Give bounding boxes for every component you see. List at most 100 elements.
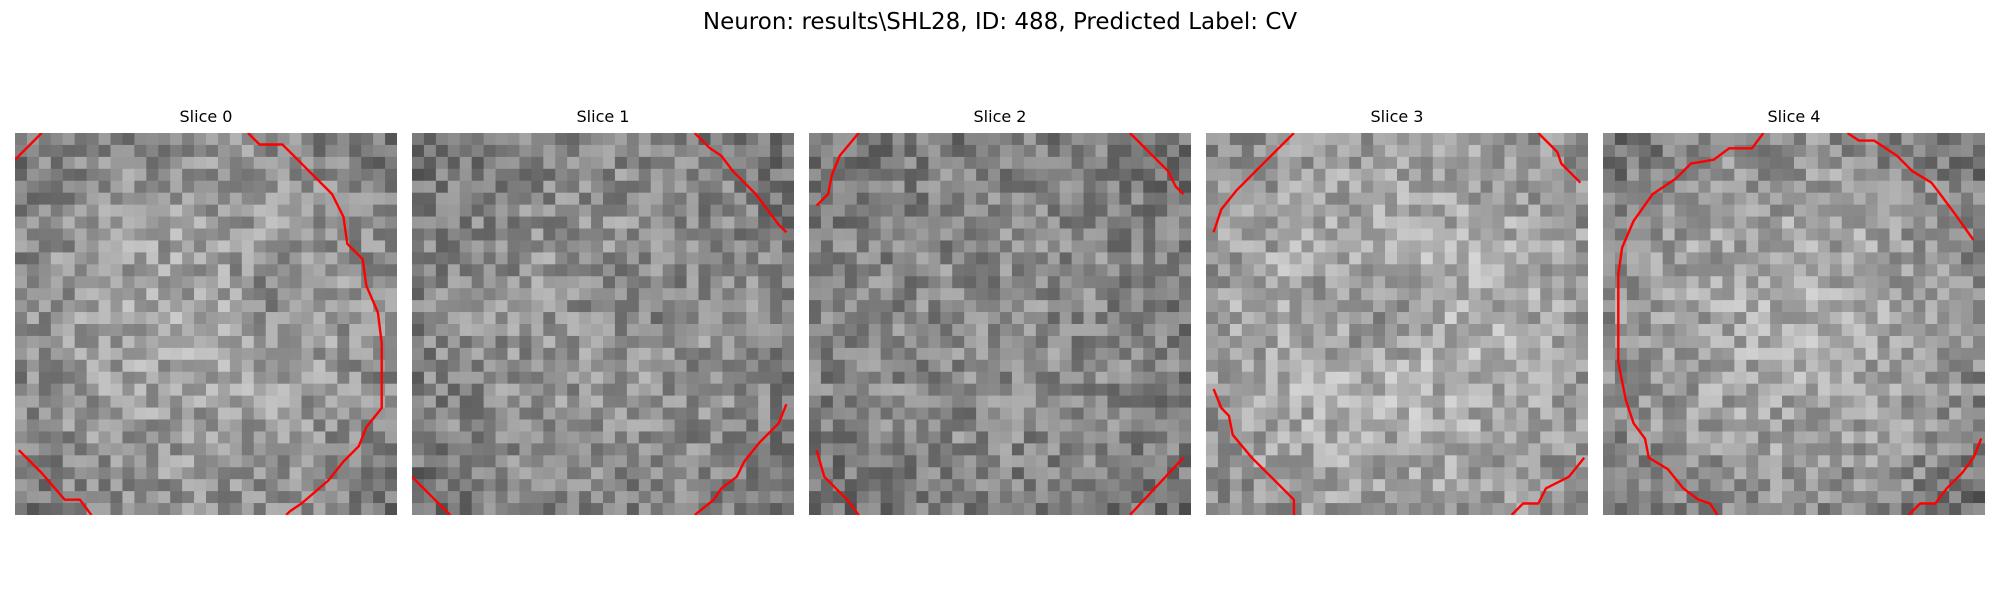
pixel-cell [1540,300,1553,313]
pixel-cell [1817,240,1831,253]
pixel-cell [734,479,747,492]
pixel-cell [229,240,243,253]
pixel-cell [373,133,386,146]
pixel-cell [1603,335,1616,349]
pixel-cell [1805,347,1819,361]
pixel-cell [1000,312,1013,325]
pixel-cell [1564,431,1577,444]
pixel-cell [412,347,425,361]
pixel-cell [543,252,556,265]
pixel-cell [650,288,664,301]
pixel-cell [1746,312,1759,325]
pixel-cell [1277,443,1290,456]
pixel-cell [722,407,735,420]
pixel-cell [626,144,640,158]
pixel-cell [253,144,267,158]
pixel-cell [952,300,965,313]
pixel-cell [1167,228,1180,241]
pixel-cell [1552,144,1565,158]
pixel-cell [1614,419,1628,432]
pixel-cell [495,288,508,301]
pixel-cell [1468,240,1481,253]
pixel-cell [38,180,52,194]
pixel-cell [1770,312,1783,325]
pixel-cell [229,168,243,182]
pixel-cell [289,371,302,385]
pixel-cell [349,347,362,361]
pixel-cell [471,467,485,480]
pixel-cell [1528,264,1541,277]
pixel-cell [844,192,858,206]
pixel-cell [1480,192,1493,206]
pixel-cell [1444,168,1458,182]
pixel-cell [412,503,425,515]
pixel-cell [1179,347,1191,361]
pixel-cell [1782,228,1795,241]
pixel-cell [38,383,52,397]
pixel-cell [483,371,496,385]
pixel-cell [1564,443,1577,456]
pixel-cell [1155,395,1168,408]
pixel-cell [1119,133,1132,146]
pixel-cell [50,180,64,194]
pixel-cell [289,168,302,182]
pixel-cell [988,156,1001,170]
pixel-cell [1155,144,1168,158]
pixel-cell [1361,156,1374,170]
pixel-cell [1576,491,1588,504]
pixel-cell [543,491,556,504]
pixel-cell [1313,180,1326,194]
pixel-cell [1528,204,1541,217]
pixel-cell [1674,288,1687,301]
pixel-cell [325,407,338,420]
pixel-cell [603,216,616,229]
pixel-cell [170,491,183,504]
pixel-cell [1047,204,1061,217]
pixel-cell [194,347,207,361]
pixel-cell [638,455,652,468]
pixel-cell [1373,359,1386,373]
pixel-cell [301,359,314,373]
pixel-cell [976,228,989,241]
pixel-cell [325,419,338,432]
pixel-cell [1913,144,1926,158]
pixel-cell [782,168,794,182]
pixel-cell [1325,156,1338,170]
pixel-cell [1277,144,1290,158]
pixel-cell [1504,240,1517,253]
pixel-cell [1420,228,1434,241]
pixel-cell [1131,479,1144,492]
pixel-cell [519,204,532,217]
pixel-cell [1301,276,1314,289]
pixel-cell [674,133,687,146]
pixel-cell [1107,395,1120,408]
pixel-cell [555,491,568,504]
pixel-cell [904,204,917,217]
pixel-cell [1865,324,1878,337]
pixel-cell [1241,180,1255,194]
pixel-cell [86,503,99,515]
pixel-cell [495,419,508,432]
pixel-cell [1913,216,1926,229]
pixel-cell [1289,324,1302,337]
pixel-cell [412,192,425,206]
pixel-cell [1758,300,1771,313]
pixel-cell [1373,252,1386,265]
pixel-cell [1829,228,1843,241]
pixel-cell [832,467,846,480]
pixel-cell [543,419,556,432]
pixel-cell [809,180,822,194]
pixel-cell [265,467,279,480]
pixel-cell [988,216,1001,229]
pixel-cell [1614,168,1628,182]
pixel-cell [86,228,99,241]
pixel-cell [1265,144,1279,158]
pixel-cell [170,276,183,289]
pixel-cell [1468,300,1481,313]
pixel-cell [217,324,231,337]
pixel-cell [1265,431,1279,444]
pixel-cell [1805,288,1819,301]
pixel-cell [1241,216,1255,229]
pixel-cell [277,264,290,277]
pixel-cell [555,359,568,373]
